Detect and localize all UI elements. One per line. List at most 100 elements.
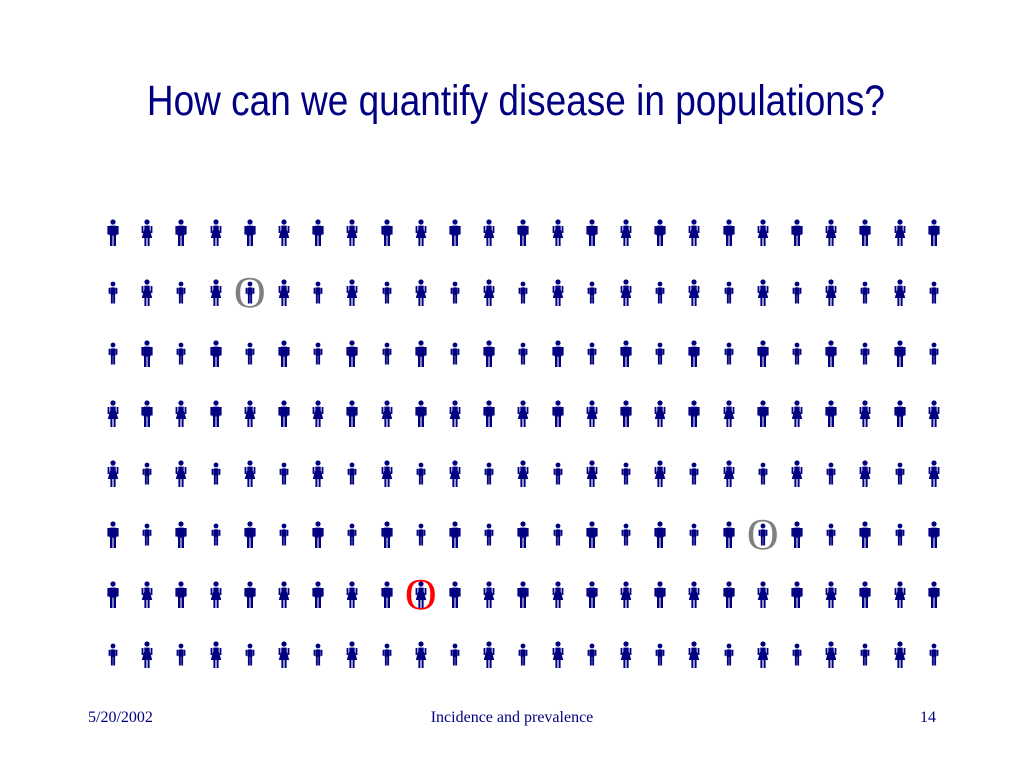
person-icon [242, 219, 258, 247]
person-icon [857, 279, 873, 307]
person-icon [652, 460, 668, 488]
person-icon [242, 400, 258, 428]
person-icon [857, 340, 873, 368]
person-icon [344, 581, 360, 609]
person-icon [618, 400, 634, 428]
person-icon [276, 219, 292, 247]
person-icon [789, 400, 805, 428]
person-icon [686, 400, 702, 428]
person-icon [310, 641, 326, 669]
person-icon [892, 279, 908, 307]
person-icon [413, 521, 429, 549]
person-icon [344, 400, 360, 428]
person-icon [139, 581, 155, 609]
person-icon [481, 521, 497, 549]
person-icon [173, 279, 189, 307]
person-icon [379, 581, 395, 609]
person-icon [892, 219, 908, 247]
person-icon [515, 641, 531, 669]
person-icon [310, 520, 326, 549]
person-icon [310, 581, 326, 609]
person-icon [823, 279, 839, 307]
person-icon [652, 520, 668, 549]
person-icon [823, 400, 839, 428]
person-icon [789, 340, 805, 368]
person-icon [139, 279, 155, 307]
person-icon [105, 520, 121, 549]
person-icon [276, 460, 292, 488]
person-icon [857, 219, 873, 247]
person-icon [447, 641, 463, 669]
person-icon [310, 460, 326, 488]
person-icon [618, 641, 634, 669]
person-icon [379, 279, 395, 307]
person-icon [515, 520, 531, 549]
person-icon [481, 279, 497, 307]
person-icon [242, 460, 258, 488]
person-icon [242, 279, 258, 307]
person-icon [686, 460, 702, 488]
person-icon [721, 340, 737, 368]
population-grid: O O O [105, 219, 942, 669]
person-icon [789, 279, 805, 307]
person-icon [584, 581, 600, 609]
person-icon [755, 219, 771, 247]
person-icon [857, 460, 873, 488]
person-icon [755, 460, 771, 488]
person-icon [379, 219, 395, 247]
person-icon [447, 460, 463, 488]
person-icon [652, 400, 668, 428]
person-icon [173, 641, 189, 669]
person-icon [481, 219, 497, 247]
case-marker: O [404, 569, 437, 619]
person-icon [618, 460, 634, 488]
person-icon [515, 460, 531, 488]
person-icon [173, 581, 189, 609]
person-icon [515, 340, 531, 368]
person-icon [618, 521, 634, 549]
person-icon [926, 460, 942, 488]
person-icon [618, 339, 634, 368]
person-icon [379, 641, 395, 669]
person-icon [105, 219, 121, 247]
person-icon [721, 581, 737, 609]
person-icon [208, 219, 224, 247]
person-icon [413, 279, 429, 307]
person-icon [823, 219, 839, 247]
person-icon [344, 641, 360, 669]
person-icon [276, 581, 292, 609]
person-icon [721, 279, 737, 307]
person-icon [892, 400, 908, 428]
person-icon [139, 400, 155, 428]
person-icon [721, 219, 737, 247]
person-icon [686, 219, 702, 247]
person-icon [413, 581, 429, 609]
person-icon [652, 219, 668, 247]
person-icon [857, 641, 873, 669]
person-icon [789, 641, 805, 669]
person-icon [139, 641, 155, 669]
person-icon [208, 581, 224, 609]
person-icon [721, 520, 737, 549]
person-icon [721, 641, 737, 669]
person-icon [413, 339, 429, 368]
person-icon [926, 279, 942, 307]
person-icon [892, 581, 908, 609]
person-icon [344, 219, 360, 247]
person-icon [515, 581, 531, 609]
person-icon [823, 521, 839, 549]
person-icon [481, 460, 497, 488]
person-icon [755, 279, 771, 307]
person-icon [652, 641, 668, 669]
person-icon [721, 460, 737, 488]
person-icon [926, 641, 942, 669]
person-icon [823, 339, 839, 368]
person-icon [173, 460, 189, 488]
person-icon [173, 400, 189, 428]
person-icon [789, 581, 805, 609]
person-icon [652, 340, 668, 368]
person-icon [584, 641, 600, 669]
person-icon [310, 219, 326, 247]
person-icon [276, 641, 292, 669]
person-icon [208, 460, 224, 488]
